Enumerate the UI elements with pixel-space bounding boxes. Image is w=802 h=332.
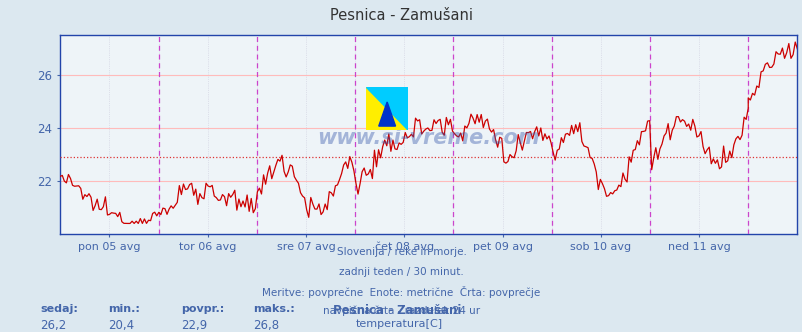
Text: Pesnica - Zamušani: Pesnica - Zamušani xyxy=(333,304,461,317)
Text: navpična črta - razdelek 24 ur: navpična črta - razdelek 24 ur xyxy=(322,305,480,316)
Text: sedaj:: sedaj: xyxy=(40,304,78,314)
Text: Slovenija / reke in morje.: Slovenija / reke in morje. xyxy=(336,247,466,257)
Text: 26,8: 26,8 xyxy=(253,319,279,332)
Text: zadnji teden / 30 minut.: zadnji teden / 30 minut. xyxy=(338,267,464,277)
Text: min.:: min.: xyxy=(108,304,140,314)
Text: 20,4: 20,4 xyxy=(108,319,135,332)
Text: Pesnica - Zamušani: Pesnica - Zamušani xyxy=(330,8,472,23)
Text: povpr.:: povpr.: xyxy=(180,304,224,314)
Polygon shape xyxy=(366,87,407,130)
Text: 26,2: 26,2 xyxy=(40,319,67,332)
Polygon shape xyxy=(366,87,407,130)
Text: 22,9: 22,9 xyxy=(180,319,207,332)
Text: maks.:: maks.: xyxy=(253,304,294,314)
Text: www.si-vreme.com: www.si-vreme.com xyxy=(317,128,540,148)
Text: temperatura[C]: temperatura[C] xyxy=(355,319,442,329)
Polygon shape xyxy=(379,102,395,126)
Text: Meritve: povprečne  Enote: metrične  Črta: povprečje: Meritve: povprečne Enote: metrične Črta:… xyxy=(262,286,540,298)
